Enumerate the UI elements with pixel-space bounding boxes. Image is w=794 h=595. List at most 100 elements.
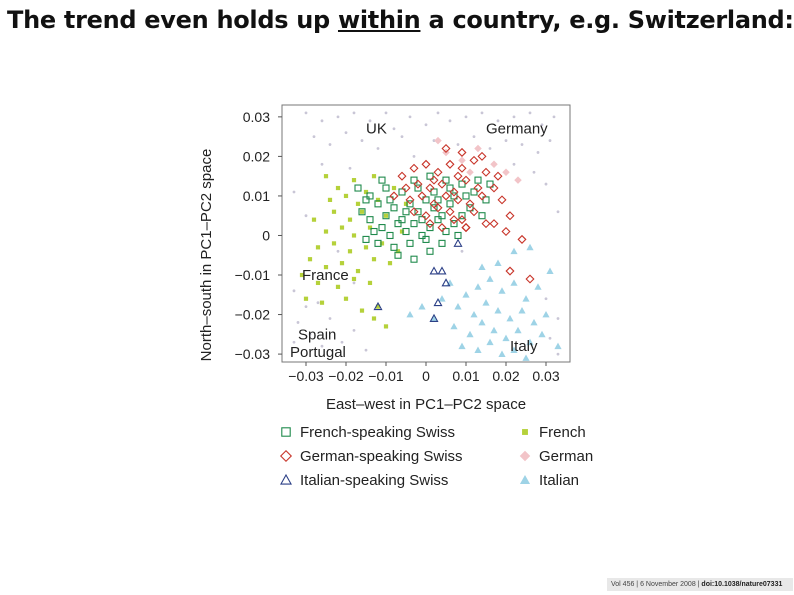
data-point bbox=[474, 283, 482, 290]
data-point bbox=[450, 322, 458, 330]
data-point bbox=[433, 297, 443, 307]
data-point bbox=[312, 135, 316, 139]
data-point bbox=[438, 239, 446, 247]
data-point bbox=[505, 266, 515, 276]
data-point bbox=[445, 207, 455, 217]
data-point bbox=[376, 147, 380, 150]
data-point bbox=[430, 188, 438, 196]
data-point bbox=[351, 178, 357, 183]
data-point bbox=[406, 310, 414, 318]
legend-item: French-speaking Swiss bbox=[281, 424, 455, 441]
data-point bbox=[554, 342, 562, 350]
data-point bbox=[482, 196, 490, 204]
data-point bbox=[498, 287, 506, 294]
series-background-pop bbox=[292, 111, 560, 356]
data-point bbox=[331, 241, 337, 246]
data-point bbox=[352, 281, 356, 285]
y-axis-label: North–south in PC1–PC2 space bbox=[198, 149, 215, 362]
data-point bbox=[422, 196, 430, 204]
data-point bbox=[437, 179, 447, 189]
data-point bbox=[359, 308, 365, 313]
data-point bbox=[292, 289, 296, 293]
data-point bbox=[402, 227, 410, 236]
data-point bbox=[448, 119, 452, 123]
legend-marker bbox=[522, 429, 528, 435]
data-point bbox=[490, 326, 498, 334]
data-point bbox=[441, 191, 451, 201]
data-point bbox=[331, 209, 337, 214]
legend-label: Italian bbox=[539, 472, 579, 489]
data-point bbox=[319, 300, 325, 305]
data-point bbox=[323, 265, 329, 270]
data-point bbox=[406, 200, 414, 208]
data-point bbox=[449, 215, 459, 225]
legend-marker bbox=[519, 450, 531, 462]
data-point bbox=[453, 238, 463, 247]
data-point bbox=[362, 235, 370, 243]
data-point bbox=[386, 231, 394, 240]
data-point bbox=[457, 147, 467, 157]
data-point bbox=[426, 224, 434, 232]
data-point bbox=[469, 155, 479, 165]
x-axis: −0.03 −0.02 −0.01 0 0.01 0.02 0.03 bbox=[288, 362, 560, 384]
data-point bbox=[351, 233, 357, 238]
data-point bbox=[446, 200, 454, 208]
data-point bbox=[339, 225, 345, 230]
legend-label: German-speaking Swiss bbox=[300, 448, 463, 465]
data-point bbox=[307, 257, 313, 262]
legend-marker bbox=[281, 427, 291, 437]
data-point bbox=[383, 213, 389, 218]
data-point bbox=[360, 139, 364, 142]
data-point bbox=[457, 215, 467, 225]
data-point bbox=[343, 193, 349, 199]
legend-marker bbox=[280, 473, 292, 485]
x-tick-label: 0.02 bbox=[492, 368, 519, 384]
data-point bbox=[474, 346, 482, 354]
data-point bbox=[390, 204, 398, 212]
data-point bbox=[320, 119, 324, 123]
data-point bbox=[394, 220, 402, 228]
data-point bbox=[323, 174, 329, 179]
data-point bbox=[436, 111, 440, 115]
data-point bbox=[320, 162, 324, 166]
data-point bbox=[426, 247, 434, 255]
data-point bbox=[494, 259, 502, 267]
data-point bbox=[478, 318, 486, 326]
chart-legend: French-speaking Swiss French German-speaki… bbox=[279, 424, 593, 489]
data-point bbox=[433, 203, 443, 213]
data-point bbox=[378, 176, 386, 184]
data-point bbox=[546, 267, 554, 274]
data-point bbox=[389, 191, 399, 201]
legend-marker bbox=[279, 449, 293, 463]
data-point bbox=[421, 159, 431, 169]
data-point bbox=[481, 219, 491, 229]
data-point bbox=[366, 192, 374, 200]
data-point bbox=[544, 182, 548, 186]
data-point bbox=[526, 243, 534, 251]
data-point bbox=[364, 348, 368, 352]
data-point bbox=[382, 212, 390, 220]
data-point bbox=[394, 251, 402, 259]
data-point bbox=[477, 191, 487, 201]
data-point bbox=[366, 216, 374, 224]
data-point bbox=[351, 276, 357, 282]
data-point bbox=[311, 217, 317, 222]
data-point bbox=[461, 175, 471, 185]
data-point bbox=[438, 295, 446, 302]
data-point bbox=[323, 229, 329, 234]
data-point bbox=[474, 176, 482, 184]
data-point bbox=[526, 338, 534, 346]
data-point bbox=[409, 163, 419, 173]
data-point bbox=[410, 220, 418, 228]
data-point bbox=[434, 196, 442, 204]
data-point bbox=[399, 229, 405, 234]
data-point bbox=[470, 188, 478, 196]
data-point bbox=[456, 143, 460, 146]
data-point bbox=[470, 310, 478, 318]
data-point bbox=[514, 326, 522, 334]
data-point bbox=[530, 318, 538, 326]
data-point bbox=[335, 284, 341, 289]
data-point bbox=[303, 296, 309, 301]
region-label: Portugal bbox=[290, 344, 346, 361]
